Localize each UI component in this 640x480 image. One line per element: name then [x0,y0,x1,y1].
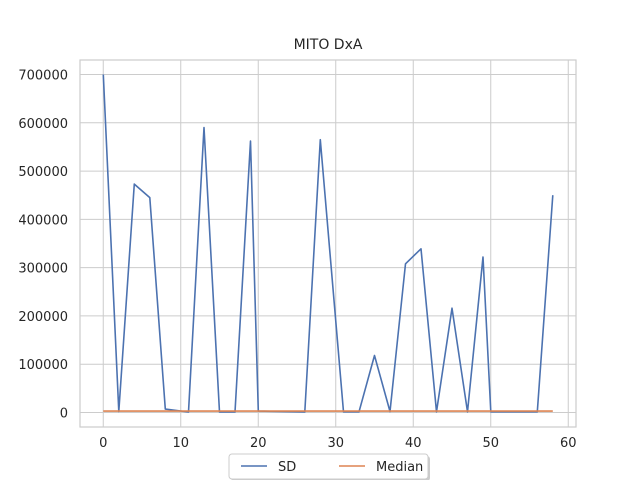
y-axis-ticks: 0 100000 200000 300000 400000 500000 600000 700… [18,68,68,421]
legend-box [228,453,429,480]
x-tick-label: 40 [405,436,422,451]
x-tick-label: 50 [482,436,499,451]
x-tick-label: 0 [99,436,107,451]
y-tick-label: 600000 [18,117,68,132]
legend-label-sd: SD [278,460,296,475]
legend: SD Median [228,453,430,480]
y-tick-label: 400000 [18,213,68,228]
x-tick-label: 60 [560,436,577,451]
grid [80,60,576,427]
y-tick-label: 0 [60,407,68,422]
y-tick-label: 200000 [18,310,68,325]
x-axis-ticks: 0 10 20 30 40 50 60 [99,436,576,451]
x-tick-label: 20 [250,436,267,451]
series-line-sd [102,74,554,413]
x-tick-label: 10 [172,436,189,451]
y-tick-label: 500000 [18,165,68,180]
legend-label-median: Median [376,460,423,475]
chart-title: MITO DxA [294,37,363,53]
y-tick-label: 700000 [18,68,68,83]
axes-frame [79,59,577,428]
plot-frame [79,59,577,428]
x-tick-label: 30 [327,436,344,451]
y-tick-label: 300000 [18,262,68,277]
y-tick-label: 100000 [18,358,68,373]
series-lines [102,74,554,413]
